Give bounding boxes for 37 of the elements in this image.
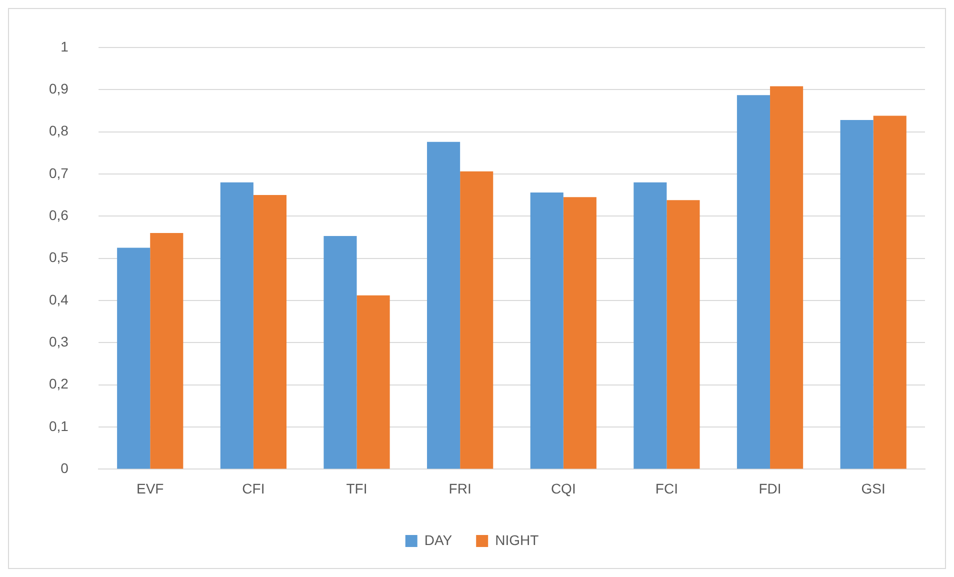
- bar: [770, 86, 804, 469]
- x-tick-label: CFI: [242, 480, 265, 496]
- bar: [873, 116, 906, 469]
- x-tick-label: GSI: [861, 480, 886, 496]
- bar: [253, 195, 286, 469]
- bar: [840, 120, 874, 469]
- y-tick-label: 0,8: [48, 122, 69, 139]
- y-tick-label: 0,3: [48, 334, 69, 350]
- y-tick-label: 0,2: [48, 376, 69, 392]
- y-tick-label: 0,4: [48, 291, 69, 308]
- bar: [634, 182, 667, 469]
- y-tick-label: 1: [60, 38, 69, 54]
- x-tick-label: TFI: [346, 480, 368, 496]
- bar: [427, 142, 460, 469]
- bar: [563, 197, 596, 469]
- legend-label: DAY: [424, 532, 453, 548]
- y-tick-label: 0,7: [48, 164, 69, 181]
- x-tick-label: EVF: [136, 480, 164, 496]
- x-tick-label: FDI: [758, 480, 782, 496]
- bar: [117, 248, 150, 469]
- x-tick-label: FRI: [448, 480, 472, 496]
- bar: [666, 200, 700, 469]
- bar: [530, 192, 564, 469]
- bar: [736, 95, 770, 469]
- legend-label: NIGHT: [495, 532, 540, 548]
- y-tick-label: 0,9: [48, 80, 69, 96]
- y-tick-label: 0,6: [48, 206, 69, 223]
- bar: [324, 236, 357, 469]
- y-tick-label: 0,5: [48, 249, 69, 266]
- bar: [220, 182, 254, 469]
- bar: [356, 295, 390, 469]
- y-tick-label: 0: [60, 460, 69, 476]
- x-tick-label: CQI: [550, 480, 576, 496]
- bar: [460, 171, 494, 469]
- x-tick-label: FCI: [655, 480, 678, 496]
- bar: [150, 232, 184, 469]
- y-tick-label: 0,1: [48, 418, 69, 434]
